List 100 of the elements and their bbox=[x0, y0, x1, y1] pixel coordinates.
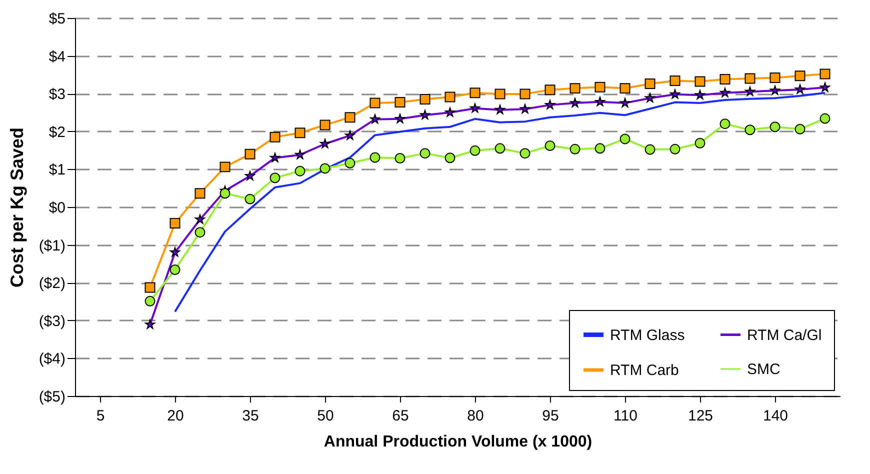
point bbox=[770, 85, 780, 95]
point bbox=[244, 194, 256, 204]
point bbox=[644, 92, 656, 102]
point bbox=[494, 104, 506, 114]
point bbox=[720, 88, 730, 98]
y-tick-label: $0 bbox=[48, 200, 66, 216]
point bbox=[194, 214, 206, 224]
x-tick-label: 80 bbox=[467, 408, 484, 424]
y-tick-label: $4 bbox=[48, 48, 66, 66]
point bbox=[794, 84, 806, 94]
point bbox=[744, 86, 756, 96]
point bbox=[794, 70, 806, 82]
point bbox=[270, 152, 280, 162]
y-tick-label: ($4) bbox=[38, 350, 66, 368]
point bbox=[720, 118, 730, 130]
x-tick-label: 5 bbox=[96, 408, 105, 424]
point bbox=[470, 88, 480, 98]
x-tick-label: 110 bbox=[614, 408, 638, 424]
point bbox=[370, 98, 380, 108]
point bbox=[694, 90, 706, 100]
point bbox=[144, 282, 156, 293]
point bbox=[270, 172, 280, 184]
point bbox=[744, 73, 756, 84]
point bbox=[544, 84, 556, 96]
x-tick-label: 65 bbox=[392, 408, 409, 424]
point bbox=[470, 145, 480, 156]
point bbox=[320, 138, 330, 148]
point bbox=[820, 82, 830, 92]
point bbox=[270, 132, 280, 142]
point bbox=[544, 140, 556, 151]
point bbox=[420, 94, 430, 105]
point bbox=[244, 170, 256, 180]
point bbox=[170, 218, 180, 228]
point bbox=[170, 264, 180, 275]
x-tick-label: 140 bbox=[762, 408, 788, 424]
point bbox=[320, 120, 330, 130]
point bbox=[594, 143, 606, 154]
point bbox=[444, 107, 456, 117]
x-tick-label: 35 bbox=[242, 408, 259, 424]
y-tick-label: $5 bbox=[48, 10, 66, 28]
x-tick-label: 20 bbox=[167, 408, 184, 424]
point bbox=[570, 98, 580, 108]
point bbox=[420, 110, 430, 120]
y-tick-label: $3 bbox=[48, 86, 66, 104]
point bbox=[470, 103, 480, 113]
point bbox=[620, 83, 630, 94]
point bbox=[420, 148, 430, 159]
x-tick-label: 95 bbox=[542, 408, 559, 424]
point bbox=[394, 114, 406, 124]
y-tick-label: $2 bbox=[48, 124, 66, 141]
point bbox=[220, 188, 230, 199]
point bbox=[494, 143, 506, 154]
point bbox=[544, 100, 556, 110]
point bbox=[820, 113, 830, 124]
legend-label: RTM Carb bbox=[610, 362, 679, 379]
point bbox=[620, 98, 630, 108]
point bbox=[720, 74, 730, 84]
point bbox=[294, 150, 306, 160]
point bbox=[770, 72, 780, 83]
y-tick-label: ($2) bbox=[38, 275, 66, 292]
point bbox=[670, 144, 680, 154]
y-tick-label: ($3) bbox=[38, 312, 66, 330]
point bbox=[594, 82, 606, 92]
legend-label: RTM Ca/Gl bbox=[747, 326, 822, 344]
point bbox=[594, 96, 606, 106]
y-tick-label: ($1) bbox=[38, 237, 66, 254]
point bbox=[220, 162, 230, 172]
point bbox=[744, 124, 756, 136]
point bbox=[394, 153, 406, 164]
point bbox=[520, 88, 530, 100]
point bbox=[244, 148, 256, 160]
point bbox=[444, 152, 456, 164]
point bbox=[520, 104, 530, 114]
legend-label: RTM Glass bbox=[610, 326, 685, 344]
point bbox=[144, 296, 156, 306]
point bbox=[370, 114, 380, 124]
point bbox=[370, 152, 380, 163]
legend-label: SMC bbox=[747, 361, 780, 378]
point bbox=[670, 76, 680, 86]
x-axis-title: Annual Production Volume (x 1000) bbox=[324, 434, 592, 450]
x-tick-label: 50 bbox=[317, 408, 334, 424]
point bbox=[770, 122, 780, 132]
point bbox=[344, 130, 356, 140]
point bbox=[520, 148, 530, 159]
point bbox=[294, 128, 306, 138]
point bbox=[194, 188, 206, 199]
point bbox=[694, 76, 706, 87]
y-tick-label: $1 bbox=[48, 162, 66, 179]
point bbox=[670, 89, 680, 99]
point bbox=[644, 78, 656, 90]
point bbox=[694, 138, 706, 148]
point bbox=[194, 227, 206, 238]
point bbox=[294, 166, 306, 176]
point bbox=[394, 97, 406, 108]
point bbox=[794, 124, 806, 134]
point bbox=[170, 247, 180, 257]
point bbox=[570, 83, 580, 94]
point bbox=[344, 158, 356, 168]
point bbox=[620, 134, 630, 144]
point bbox=[144, 319, 156, 329]
